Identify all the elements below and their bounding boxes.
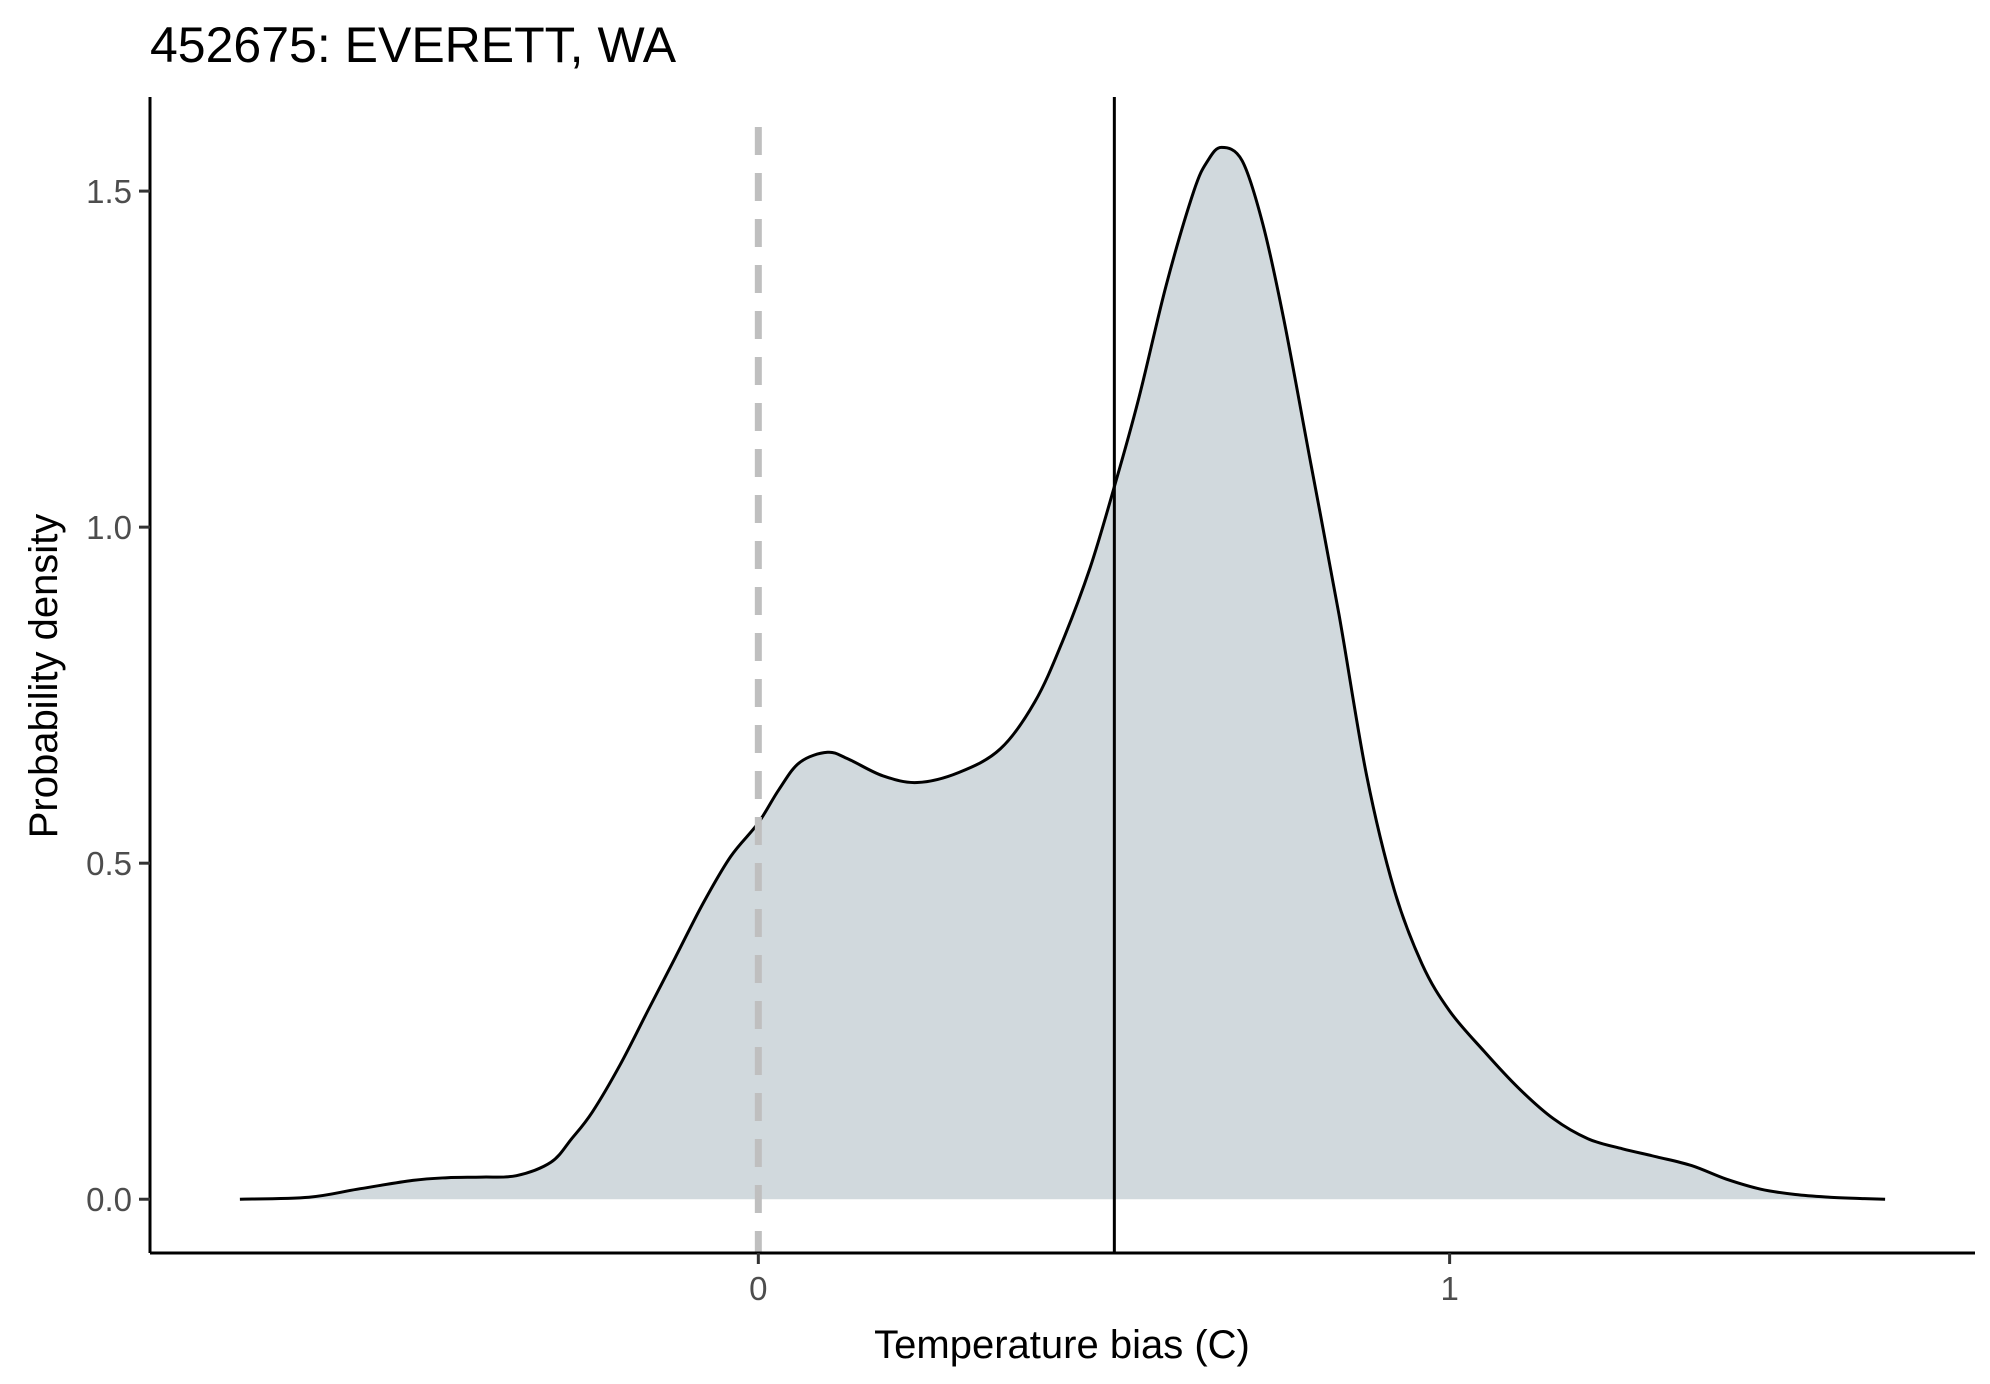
y-tick-label: 1.5 bbox=[86, 173, 132, 210]
axes bbox=[148, 97, 1975, 1255]
density-area bbox=[239, 147, 1886, 1200]
y-tick-label: 1.0 bbox=[86, 509, 132, 546]
y-tick-label: 0.5 bbox=[86, 845, 132, 882]
y-tick-label: 0.0 bbox=[86, 1181, 132, 1218]
chart-title: 452675: EVERETT, WA bbox=[150, 17, 677, 73]
plot-panel bbox=[239, 97, 1886, 1253]
x-axis-title: Temperature bias (C) bbox=[874, 1323, 1250, 1367]
x-tick-label: 1 bbox=[1440, 1270, 1458, 1307]
density-curve bbox=[239, 145, 1886, 1201]
y-axis-ticks: 0.0 0.5 1.0 1.5 bbox=[86, 173, 150, 1218]
x-tick-label: 0 bbox=[749, 1270, 767, 1307]
y-axis-title: Probability density bbox=[22, 514, 66, 839]
